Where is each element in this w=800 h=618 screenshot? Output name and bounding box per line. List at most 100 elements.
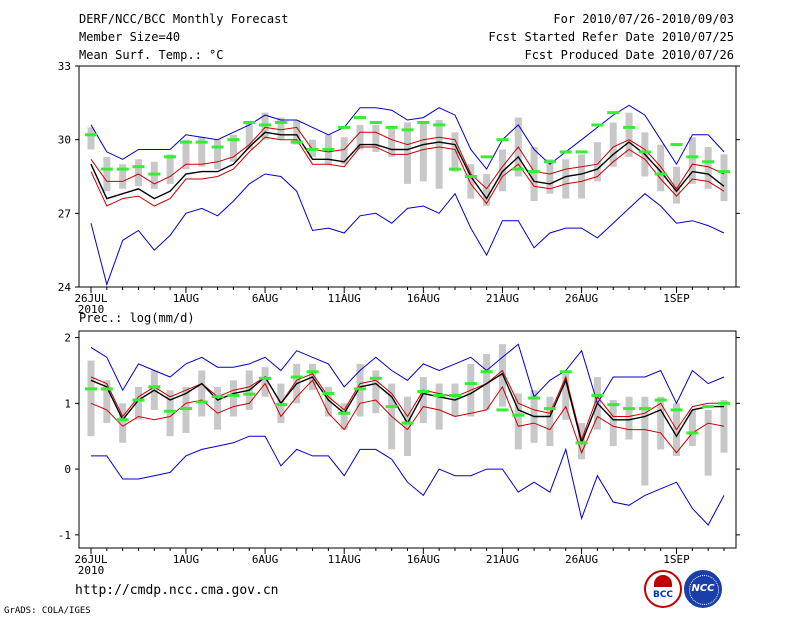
median-marker	[575, 150, 588, 154]
spread-box	[419, 377, 427, 424]
spread-box	[530, 147, 538, 202]
source-url[interactable]: http://cmdp.ncc.cma.gov.cn	[75, 583, 279, 598]
median-marker	[417, 120, 430, 124]
spread-box	[609, 122, 617, 167]
spread-box	[546, 159, 554, 194]
median-marker	[496, 138, 509, 142]
spread-box	[198, 370, 206, 417]
median-marker	[670, 143, 683, 147]
median-marker	[591, 123, 604, 127]
median-marker	[496, 408, 509, 412]
median-marker	[401, 128, 414, 132]
median-marker	[512, 413, 525, 417]
spread-box	[625, 112, 633, 157]
spread-box	[720, 400, 728, 453]
series-line-q25	[90, 136, 725, 207]
series-line-min	[90, 173, 725, 287]
series-line-q75	[90, 369, 724, 442]
median-marker	[164, 409, 177, 413]
spread-box	[704, 147, 712, 189]
spread-box	[688, 137, 696, 184]
forecast-title: DERF/NCC/BCC Monthly Forecast	[79, 12, 289, 26]
spread-box	[324, 386, 332, 417]
median-marker	[179, 140, 192, 144]
spread-box	[483, 354, 491, 410]
median-marker	[354, 116, 367, 120]
spread-box	[609, 400, 617, 447]
spread-box	[356, 124, 364, 150]
spread-box	[498, 149, 506, 192]
x-tick-label: 11AUG	[328, 553, 361, 566]
median-marker	[623, 407, 636, 411]
x-tick-label: 16AUG	[407, 292, 440, 305]
median-marker	[385, 405, 398, 409]
y-tick-label: 0	[64, 463, 71, 476]
median-marker	[718, 170, 730, 174]
spread-box	[562, 159, 570, 199]
spread-box	[293, 120, 301, 145]
median-marker	[369, 120, 382, 124]
median-marker	[338, 125, 351, 129]
grads-credit: GrADS: COLA/IGES	[4, 606, 91, 616]
median-marker	[401, 421, 414, 425]
x-tick-label: 16AUG	[407, 553, 440, 566]
spread-box	[641, 396, 649, 486]
median-marker	[543, 407, 556, 411]
spread-box	[134, 386, 142, 420]
median-marker	[528, 170, 541, 174]
median-marker	[306, 147, 319, 151]
median-marker	[211, 395, 224, 399]
spread-box	[103, 380, 111, 424]
median-marker	[702, 405, 715, 409]
x-tick-label: 1AUG	[173, 553, 200, 566]
x-tick-label: 6AUG	[252, 553, 279, 566]
median-marker	[195, 400, 208, 404]
spread-box	[229, 134, 237, 162]
median-marker	[480, 370, 493, 374]
median-marker	[369, 376, 382, 380]
median-marker	[543, 160, 556, 164]
spread-box	[166, 390, 174, 437]
spread-box	[657, 396, 665, 450]
spread-box	[483, 174, 491, 206]
member-size: Member Size=40	[79, 30, 181, 44]
series-line-q75	[90, 126, 725, 190]
spread-box	[229, 380, 237, 417]
spread-box	[214, 139, 222, 170]
median-marker	[195, 140, 208, 144]
median-marker	[100, 167, 113, 171]
spread-box	[340, 137, 348, 165]
spread-box	[467, 164, 475, 199]
ncc-logo: NCC	[684, 570, 722, 608]
median-marker	[417, 389, 430, 393]
median-marker	[559, 370, 572, 374]
median-marker	[164, 155, 177, 159]
spread-box	[435, 120, 443, 189]
spread-box	[182, 139, 190, 170]
series-line-mean	[90, 131, 725, 200]
x-tick-label: 26JUL	[74, 292, 107, 305]
spread-box	[625, 396, 633, 440]
median-marker	[638, 407, 651, 411]
median-marker	[448, 393, 461, 397]
y-tick-label: 33	[58, 60, 71, 73]
median-marker	[654, 172, 667, 176]
spread-box	[214, 386, 222, 430]
median-marker	[670, 408, 683, 412]
spread-box	[261, 367, 269, 397]
median-marker	[243, 392, 256, 396]
median-marker	[433, 123, 446, 127]
spread-box	[514, 393, 522, 450]
median-marker	[290, 375, 303, 379]
x-tick-label: 26AUG	[565, 553, 598, 566]
spread-box	[372, 124, 380, 152]
median-marker	[575, 441, 588, 445]
median-marker	[464, 382, 477, 386]
median-marker	[132, 398, 145, 402]
spread-box	[451, 132, 459, 172]
median-marker	[702, 160, 715, 164]
spread-box	[657, 144, 665, 192]
start-refer-date: Fcst Started Refer Date 2010/07/25	[488, 30, 734, 44]
spread-box	[277, 117, 285, 140]
median-marker	[654, 398, 667, 402]
